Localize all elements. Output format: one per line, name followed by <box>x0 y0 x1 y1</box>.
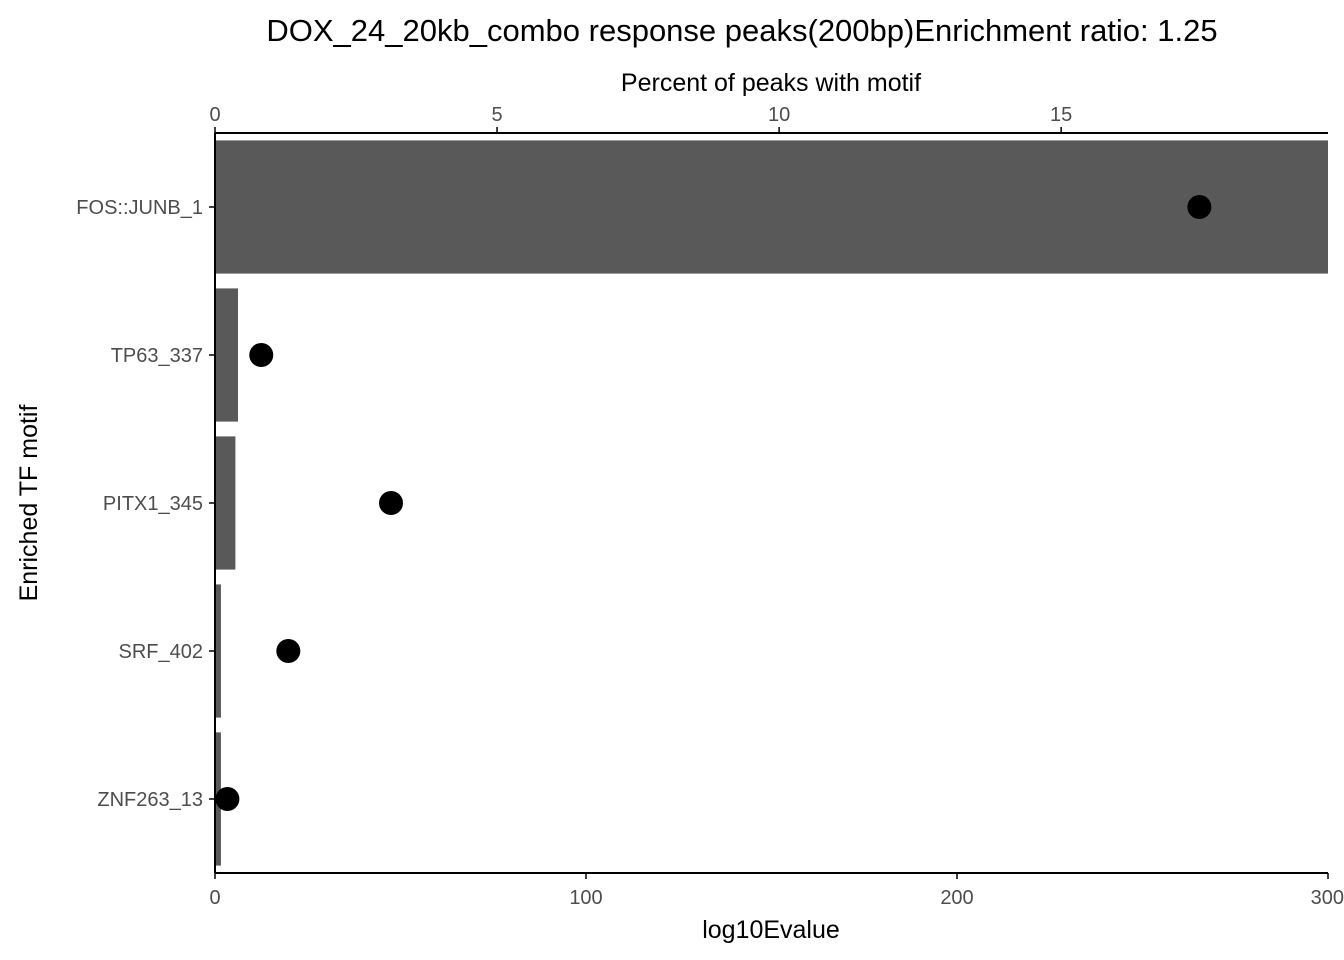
top-x-tick-label: 0 <box>209 104 220 126</box>
y-axis-title: Enriched TF motif <box>15 405 43 602</box>
point-znf263-13 <box>215 787 240 811</box>
top-x-tick-label: 15 <box>1050 104 1072 126</box>
bottom-x-tick-label: 300 <box>1311 887 1344 909</box>
y-tick-label-pitx1-345: PITX1_345 <box>103 493 203 515</box>
chart-title: DOX_24_20kb_combo response peaks(200bp)E… <box>266 13 1217 48</box>
point-srf-402 <box>276 639 301 663</box>
plot-layer <box>215 140 1328 866</box>
bottom-x-tick-label: 0 <box>209 887 220 909</box>
point-pitx1-345 <box>379 491 404 515</box>
top-x-tick-label: 5 <box>491 104 502 126</box>
point-fos-junb-1 <box>1187 195 1212 219</box>
top-axis-title: Percent of peaks with motif <box>621 69 921 97</box>
bar-tp63-337 <box>215 288 239 422</box>
y-tick-label-znf263-13: ZNF263_13 <box>97 789 203 811</box>
bar-srf-402 <box>215 584 221 718</box>
axes-layer: FOS::JUNB_1TP63_337PITX1_345SRF_402ZNF26… <box>76 104 1344 909</box>
bottom-x-tick-label: 100 <box>569 887 602 909</box>
bar-pitx1-345 <box>215 436 236 570</box>
y-tick-label-fos-junb-1: FOS::JUNB_1 <box>76 197 203 219</box>
bar-fos-junb-1 <box>215 140 1328 274</box>
y-tick-label-srf-402: SRF_402 <box>119 641 204 663</box>
bottom-axis-title: log10Evalue <box>702 916 840 944</box>
point-tp63-337 <box>249 343 274 367</box>
top-x-tick-label: 10 <box>768 104 790 126</box>
bottom-x-tick-label: 200 <box>940 887 973 909</box>
y-tick-label-tp63-337: TP63_337 <box>111 345 203 367</box>
